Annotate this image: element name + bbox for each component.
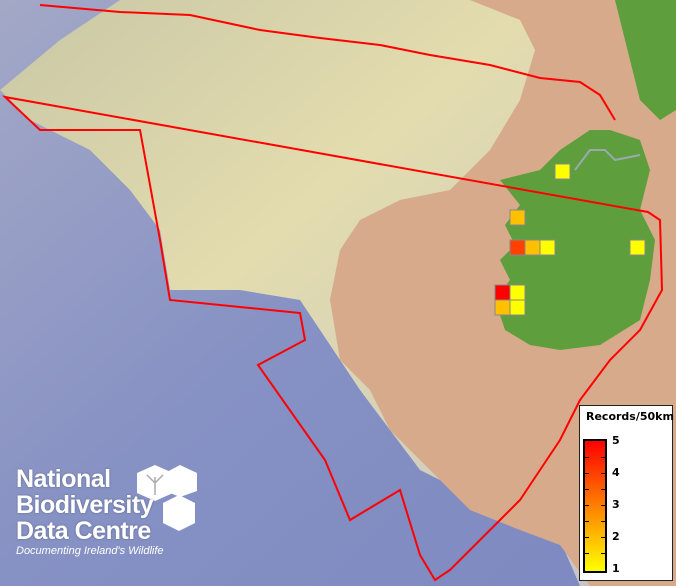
map-legend: Records/50km 5 4 3 2 1	[579, 405, 674, 581]
record-square[interactable]	[509, 284, 526, 301]
logo-tagline: Documenting Ireland's Wildlife	[16, 545, 164, 557]
legend-label-1: 1	[612, 562, 620, 575]
record-square[interactable]	[629, 239, 646, 256]
legend-title: Records/50km	[586, 410, 674, 423]
record-square[interactable]	[539, 239, 556, 256]
border-line	[574, 149, 641, 171]
legend-label-2: 2	[612, 530, 620, 543]
ireland-landmass	[495, 130, 655, 350]
record-square[interactable]	[494, 284, 511, 301]
boundary-line	[1, 4, 664, 582]
logo-line-1: National	[16, 465, 111, 493]
record-square[interactable]	[509, 299, 526, 316]
britain-landmass	[615, 0, 676, 120]
legend-color-ramp	[583, 439, 607, 573]
legend-label-4: 4	[612, 466, 620, 479]
record-square[interactable]	[524, 239, 541, 256]
logo-line-2: Biodiversity	[16, 491, 154, 519]
logo-line-3: Data Centre	[16, 517, 151, 545]
record-square[interactable]	[554, 163, 571, 180]
record-square[interactable]	[509, 209, 526, 226]
record-squares	[494, 163, 646, 316]
record-square[interactable]	[509, 239, 526, 256]
logo-icon	[137, 465, 197, 531]
nbdc-logo: National Biodiversity Data Centre Docume…	[16, 466, 164, 557]
legend-label-5: 5	[612, 434, 620, 447]
record-square[interactable]	[494, 299, 511, 316]
legend-label-3: 3	[612, 498, 620, 511]
